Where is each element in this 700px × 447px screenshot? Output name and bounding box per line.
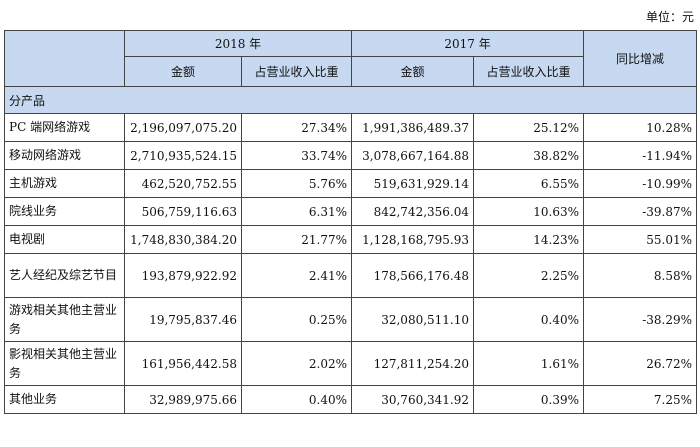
section-row: 分产品 [3, 86, 698, 114]
header-year-2018: 2018 年 [123, 30, 353, 57]
amount-2018-cell: 32,989,975.66 [124, 385, 242, 414]
row-name-cell: 其他业务 [4, 385, 125, 414]
table-row: 影视相关其他主营业务 161,956,442.58 2.02% 127,811,254… [4, 341, 698, 386]
ratio-2017-cell: 6.55% [473, 169, 585, 198]
header-ratio-2017: 占营业收入比重 [473, 56, 585, 87]
yoy-cell: 7.25% [583, 385, 698, 414]
table-row: 游戏相关其他主营业务 19,795,837.46 0.25% 32,080,511.1… [4, 297, 698, 342]
amount-2018-cell: 1,748,830,384.20 [124, 225, 242, 254]
ratio-2017-cell: 2.25% [473, 253, 585, 298]
amount-2018-cell: 462,520,752.55 [124, 169, 242, 198]
ratio-2017-cell: 38.82% [473, 141, 585, 170]
ratio-2018-cell: 33.74% [240, 141, 353, 170]
ratio-2018-cell: 27.34% [240, 113, 353, 142]
table-row: 主机游戏 462,520,752.55 5.76% 519,631,929.14 6.5… [4, 169, 698, 198]
amount-2017-cell: 519,631,929.14 [351, 169, 475, 198]
yoy-cell: -39.87% [583, 197, 698, 226]
yoy-cell: 55.01% [583, 225, 698, 254]
yoy-cell: -11.94% [583, 141, 698, 170]
amount-2018-cell: 2,710,935,524.15 [124, 141, 242, 170]
ratio-2017-cell: 0.40% [473, 297, 585, 342]
amount-2017-cell: 32,080,511.10 [351, 297, 475, 342]
row-name-cell: 院线业务 [4, 197, 125, 226]
row-name-cell: 主机游戏 [4, 169, 125, 198]
unit-label: 单位：元 [645, 10, 694, 24]
ratio-2017-cell: 10.63% [473, 197, 585, 226]
header-amount-2017: 金额 [351, 56, 475, 87]
ratio-2018-cell: 0.25% [240, 297, 353, 342]
yoy-cell: 10.28% [583, 113, 698, 142]
ratio-2018-cell: 6.31% [240, 197, 353, 226]
yoy-cell: 26.72% [583, 341, 698, 386]
amount-2018-cell: 19,795,837.46 [124, 297, 242, 342]
ratio-2017-cell: 0.39% [473, 385, 585, 414]
ratio-2018-cell: 2.41% [240, 253, 353, 298]
yoy-cell: 8.58% [583, 253, 698, 298]
amount-2017-cell: 178,566,176.48 [351, 253, 475, 298]
row-name-cell: PC 端网络游戏 [4, 113, 125, 142]
ratio-2017-cell: 1.61% [473, 341, 585, 386]
amount-2017-cell: 3,078,667,164.88 [351, 141, 475, 170]
yoy-cell: -10.99% [583, 169, 698, 198]
ratio-2018-cell: 0.40% [240, 385, 353, 414]
amount-2017-cell: 842,742,356.04 [351, 197, 475, 226]
header-row-metrics: 金额 占营业收入比重 金额 占营业收入比重 [5, 56, 697, 87]
header-amount-2018: 金额 [124, 56, 242, 87]
revenue-table: 2018 年 2017 年 同比增减 金额 占营业收入比重 金额 占营业收入比重… [3, 30, 698, 414]
amount-2017-cell: 1,128,168,795.93 [351, 225, 475, 254]
header-ratio-2018: 占营业收入比重 [240, 56, 353, 87]
header-yoy: 同比增减 [583, 30, 698, 87]
ratio-2018-cell: 2.02% [240, 341, 353, 386]
ratio-2017-cell: 25.12% [473, 113, 585, 142]
row-name-cell: 影视相关其他主营业务 [4, 341, 125, 386]
table-row: 电视剧 1,748,830,384.20 21.77% 1,128,168,795.9… [4, 225, 698, 254]
table-row: 其他业务 32,989,975.66 0.40% 30,760,341.92 0.39%… [4, 385, 698, 414]
row-name-cell: 移动网络游戏 [4, 141, 125, 170]
ratio-2018-cell: 21.77% [240, 225, 353, 254]
row-name-cell: 电视剧 [4, 225, 125, 254]
header-year-2017: 2017 年 [351, 30, 585, 57]
amount-2018-cell: 193,879,922.92 [124, 253, 242, 298]
table-row: 艺人经纪及综艺节目 193,879,922.92 2.41% 178,566,176.… [4, 253, 698, 298]
ratio-2017-cell: 14.23% [473, 225, 585, 254]
ratio-2018-cell: 5.76% [240, 169, 353, 198]
amount-2017-cell: 127,811,254.20 [351, 341, 475, 386]
amount-2017-cell: 30,760,341.92 [351, 385, 475, 414]
header-blank-cell [4, 30, 125, 87]
section-label: 分产品 [3, 86, 698, 114]
amount-2018-cell: 161,956,442.58 [124, 341, 242, 386]
table-row: 移动网络游戏 2,710,935,524.15 33.74% 3,078,667,16… [4, 141, 698, 170]
row-name-cell: 游戏相关其他主营业务 [4, 297, 125, 342]
row-name-cell: 艺人经纪及综艺节目 [4, 253, 125, 298]
yoy-cell: -38.29% [583, 297, 698, 342]
amount-2018-cell: 2,196,097,075.20 [124, 113, 242, 142]
header-row-years: 2018 年 2017 年 同比增减 [4, 30, 698, 87]
table-row: PC 端网络游戏 2,196,097,075.20 27.34% 1,991,386,… [4, 113, 698, 142]
table-row: 院线业务 506,759,116.63 6.31% 842,742,356.04 10.… [4, 197, 698, 226]
amount-2017-cell: 1,991,386,489.37 [351, 113, 475, 142]
amount-2018-cell: 506,759,116.63 [124, 197, 242, 226]
